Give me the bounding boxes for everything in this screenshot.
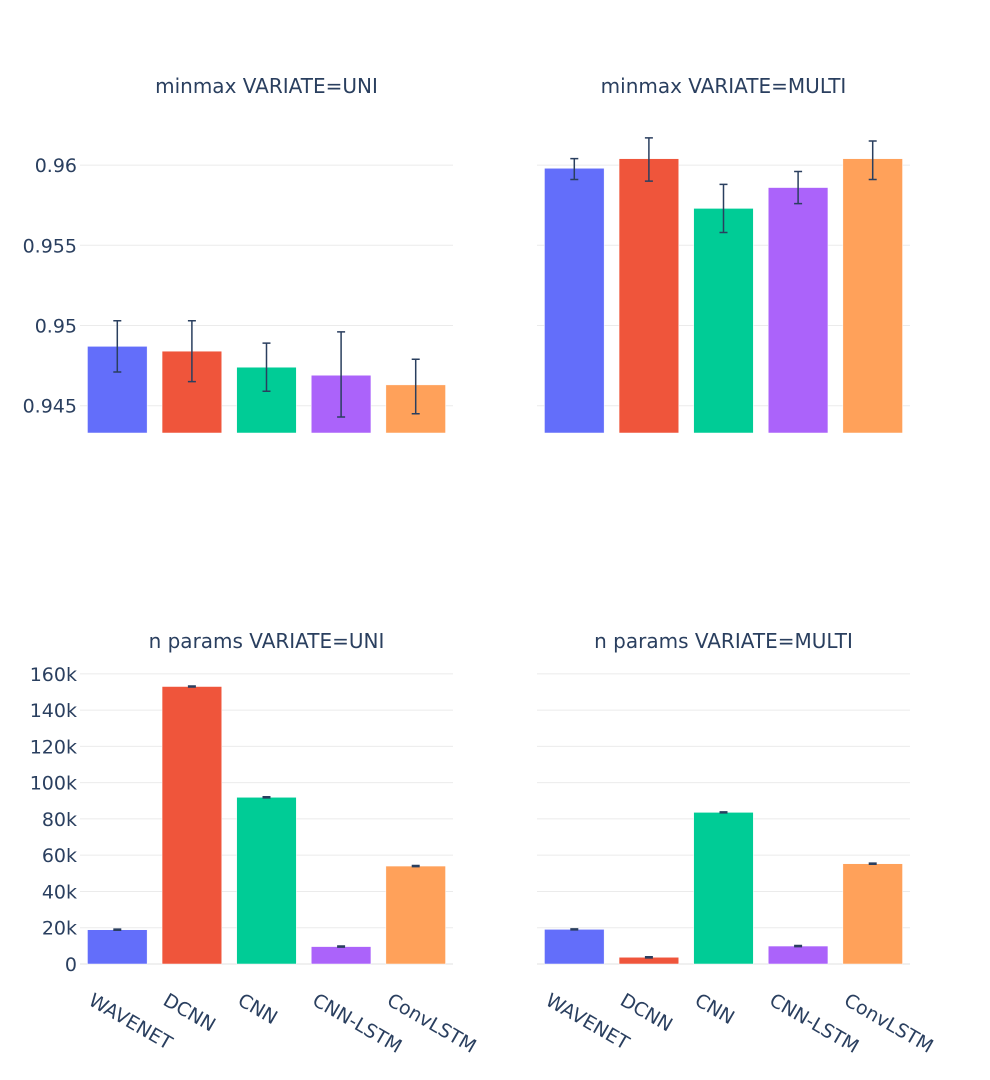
subplot-title: n params VARIATE=MULTI (594, 629, 853, 653)
y-tick-label: 0 (65, 954, 77, 976)
subplot-title: minmax VARIATE=UNI (155, 74, 378, 98)
error-bar (794, 944, 803, 948)
y-tick-label: 0.945 (23, 396, 77, 418)
bar-convlstm (385, 865, 446, 965)
bar-cnn (236, 366, 297, 434)
y-tick-label: 0.95 (35, 316, 77, 338)
x-tick-label: WAVENET (542, 989, 633, 1054)
y-tick-label: 140k (30, 700, 77, 722)
bar-wavenet (544, 168, 605, 434)
x-tick-label: DCNN (616, 989, 676, 1036)
error-bar (719, 183, 728, 234)
y-tick-label: 160k (30, 664, 77, 686)
subplot-1: minmax VARIATE=UNI 0.945 0.95 0.955 0.96 (23, 74, 453, 434)
bar-wavenet (87, 929, 148, 965)
x-tick-label: DCNN (159, 989, 219, 1036)
error-bar (868, 862, 877, 865)
error-bar (411, 864, 420, 868)
error-bar (411, 358, 420, 415)
x-tick-label: CNN (691, 989, 738, 1029)
y-tick-label: 0.955 (23, 235, 77, 257)
error-bar (868, 140, 877, 181)
bar-wavenet (544, 929, 605, 965)
x-tick-label: WAVENET (85, 989, 176, 1054)
y-tick-label: 20k (42, 918, 77, 940)
subplot-title: n params VARIATE=UNI (149, 629, 385, 653)
bar-dcnn (161, 686, 222, 965)
bar-cnn-lstm (768, 945, 829, 965)
error-bar (113, 928, 122, 932)
y-tick-label: 120k (30, 736, 77, 758)
y-tick-label: 80k (42, 809, 77, 831)
error-bar (187, 319, 196, 383)
bar-convlstm (842, 863, 903, 965)
error-bar (262, 796, 271, 799)
bar-cnn-lstm (768, 187, 829, 434)
x-tick-label: CNN (234, 989, 281, 1029)
error-bar (794, 170, 803, 205)
bar-cnn (236, 797, 297, 965)
y-tick-label: 40k (42, 881, 77, 903)
error-bar (113, 319, 122, 373)
error-bar (187, 685, 196, 688)
error-bar (570, 157, 579, 181)
error-bar (644, 137, 653, 182)
subplot-2: minmax VARIATE=MULTI (537, 74, 910, 434)
subplot-title: minmax VARIATE=MULTI (601, 74, 847, 98)
y-tick-label: 60k (42, 845, 77, 867)
bar-cnn (693, 208, 754, 434)
error-bar (337, 945, 346, 948)
subplot-3: n params VARIATE=UNI 0 20k 40k 60k 80k 100k 120… (30, 629, 480, 1058)
bar-cnn-lstm (311, 946, 372, 965)
error-bar (570, 928, 579, 931)
bar-dcnn (618, 158, 679, 434)
bar-cnn (693, 812, 754, 965)
error-bar (719, 811, 728, 814)
error-bar (337, 331, 346, 418)
y-tick-label: 100k (30, 773, 77, 795)
error-bar (262, 342, 271, 393)
error-bar (644, 955, 653, 959)
y-tick-label: 0.96 (35, 155, 77, 177)
bar-convlstm (842, 158, 903, 434)
